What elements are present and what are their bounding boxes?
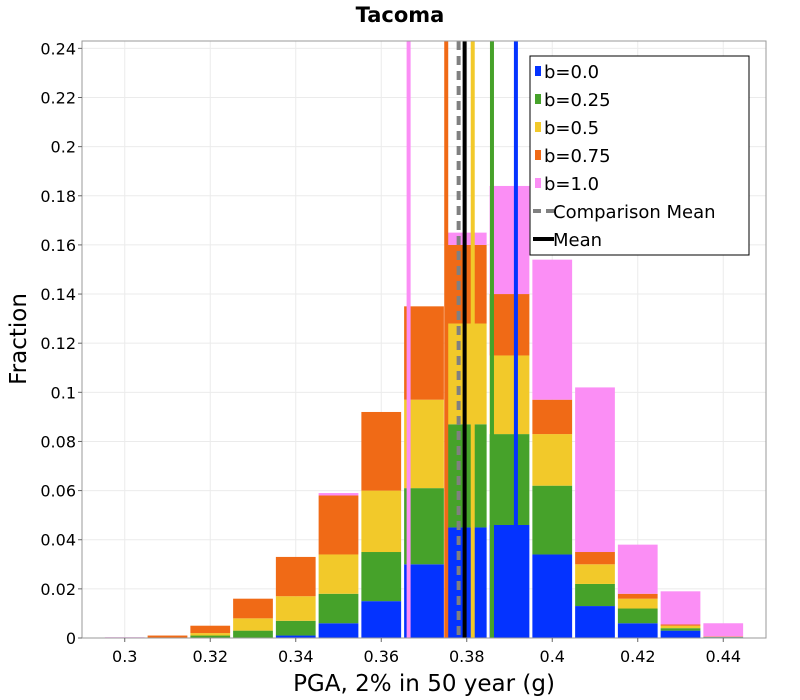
legend-label-comparison-mean: Comparison Mean: [553, 202, 716, 223]
bar-segment-b-0-75-bin-12: [617, 593, 658, 599]
legend-swatch-b-0-5: [535, 122, 541, 132]
y-axis-label: Fraction: [6, 293, 32, 385]
bar-segment-b-0-75-bin-9: [489, 294, 530, 356]
legend-swatch-b-1-0: [535, 178, 541, 188]
y-tick-label: 0: [66, 629, 76, 648]
bar-segment-b-0-75-bin-11: [575, 552, 615, 565]
bar-segment-b-0-25-bin-13: [660, 628, 701, 631]
bar-segment-b-0-5-bin-12: [617, 598, 658, 609]
bar-segment-b-0-75-bin-6: [361, 411, 402, 491]
bar-segment-b-0-5-bin-11: [575, 564, 615, 584]
legend-label-mean: Mean: [553, 230, 602, 251]
bar-segment-b-0-75-bin-4: [275, 556, 316, 597]
x-axis-ticks: 0.3 0.32 0.34 0.36 0.38 0.4 0.42 0.44: [112, 638, 741, 666]
bar-segment-b-0-0-bin-8: [446, 527, 487, 638]
x-tick-label: 0.44: [705, 647, 741, 666]
bar-segment-b-0-25-bin-2: [190, 635, 231, 638]
bar-segment-b-0-75-bin-2: [190, 625, 231, 634]
x-tick-label: 0.32: [192, 647, 228, 666]
bar-segment-b-0-25-bin-10: [532, 485, 573, 555]
bar-segment-b-0-75-bin-5: [318, 495, 359, 555]
bar-segment-b-0-0-bin-6: [361, 601, 402, 638]
chart-title: Tacoma: [356, 3, 445, 27]
y-tick-label: 0.18: [40, 187, 76, 206]
bar-segment-b-0-75-bin-13: [660, 624, 701, 626]
bar-segment-b-0-5-bin-4: [275, 596, 316, 621]
bar-segment-b-0-25-bin-5: [318, 593, 359, 624]
x-tick-label: 0.3: [112, 647, 137, 666]
bar-segment-b-1-0-bin-11: [575, 387, 615, 553]
bar-segment-b-0-0-bin-11: [575, 606, 615, 638]
bar-segment-b-0-5-bin-13: [660, 625, 701, 629]
bar-segment-b-0-0-bin-7: [404, 564, 444, 638]
bar-segment-b-0-25-bin-6: [361, 552, 402, 602]
bar-segment-b-0-5-bin-5: [318, 554, 359, 594]
y-tick-label: 0.24: [40, 39, 76, 58]
legend-label-b-1-0: b=1.0: [544, 174, 599, 195]
bar-segment-b-1-0-bin-14: [703, 623, 744, 637]
x-axis-label: PGA, 2% in 50 year (g): [293, 671, 555, 697]
bar-segment-b-0-5-bin-8: [446, 323, 487, 425]
bar-segment-b-0-75-bin-1: [147, 635, 188, 638]
y-tick-label: 0.2: [51, 138, 76, 157]
x-tick-label: 0.34: [278, 647, 314, 666]
x-tick-label: 0.38: [449, 647, 485, 666]
y-axis-ticks: 0 0.02 0.04 0.06 0.08 0.1 0.12 0.14 0.16 0.18 0.2 0…: [40, 39, 82, 648]
bar-segment-b-0-75-bin-3: [233, 598, 273, 619]
bar-segment-b-1-0-bin-8: [446, 232, 487, 245]
bar-segment-b-0-25-bin-7: [404, 488, 444, 565]
y-tick-label: 0.04: [40, 531, 76, 550]
bar-segment-b-0-75-bin-10: [532, 399, 573, 435]
legend-swatch-b-0-75: [535, 150, 541, 160]
bar-segment-b-0-25-bin-8: [446, 424, 487, 528]
bar-segment-b-0-0-bin-9: [489, 524, 530, 638]
bar-segment-b-0-5-bin-6: [361, 490, 402, 553]
bar-segment-b-0-5-bin-7: [404, 399, 444, 489]
y-tick-label: 0.14: [40, 285, 76, 304]
plot-frame: [81, 40, 767, 639]
bar-segment-b-0-5-bin-9: [489, 355, 530, 435]
x-tick-label: 0.42: [620, 647, 656, 666]
bar-segment-b-0-0-bin-4: [275, 635, 316, 638]
legend-swatch-b-0-25: [535, 94, 541, 104]
y-tick-label: 0.16: [40, 236, 76, 255]
legend-label-b-0-5: b=0.5: [544, 118, 599, 139]
y-tick-label: 0.02: [40, 580, 76, 599]
bar-segment-b-0-0-bin-10: [532, 554, 573, 638]
bar-segment-b-1-0-bin-10: [532, 259, 573, 400]
bar-segment-b-0-25-bin-11: [575, 583, 615, 607]
y-tick-label: 0.22: [40, 89, 76, 108]
y-tick-label: 0.08: [40, 432, 76, 451]
bar-segment-b-0-5-bin-2: [190, 633, 231, 636]
legend-label-b-0-75: b=0.75: [544, 146, 611, 167]
bar-segment-b-1-0-bin-12: [617, 544, 658, 594]
bar-segment-b-0-25-bin-3: [233, 630, 273, 638]
mean-lines: [406, 41, 518, 638]
bar-segment-b-1-0-bin-13: [660, 591, 701, 625]
bar-segment-b-0-5-bin-10: [532, 434, 573, 486]
bar-segment-b-0-0-bin-13: [660, 630, 701, 638]
x-tick-label: 0.4: [540, 647, 565, 666]
legend-box: [529, 55, 750, 256]
legend-swatch-b-0-0: [535, 66, 541, 76]
bars: [104, 185, 744, 638]
bar-segment-b-1-0-bin-5: [318, 493, 359, 496]
y-tick-label: 0.1: [51, 383, 76, 402]
bar-segment-b-0-25-bin-9: [489, 434, 530, 525]
legend: b=0.0 b=0.25 b=0.5 b=0.75 b=1.0 Comparison Me…: [529, 55, 750, 256]
bar-segment-b-0-75-bin-8: [446, 244, 487, 324]
bar-segment-b-0-0-bin-5: [318, 623, 359, 638]
bar-segment-b-0-25-bin-4: [275, 620, 316, 636]
bar-segment-b-1-0-bin-9: [489, 185, 530, 295]
legend-label-b-0-0: b=0.0: [544, 62, 599, 83]
legend-label-b-0-25: b=0.25: [544, 90, 611, 111]
y-tick-label: 0.06: [40, 482, 76, 501]
x-tick-label: 0.36: [363, 647, 399, 666]
bar-segment-b-0-0-bin-12: [617, 623, 658, 638]
bar-segment-b-0-25-bin-12: [617, 608, 658, 624]
bar-segment-b-0-5-bin-3: [233, 618, 273, 631]
bar-segment-b-0-75-bin-7: [404, 306, 444, 400]
y-tick-label: 0.12: [40, 334, 76, 353]
